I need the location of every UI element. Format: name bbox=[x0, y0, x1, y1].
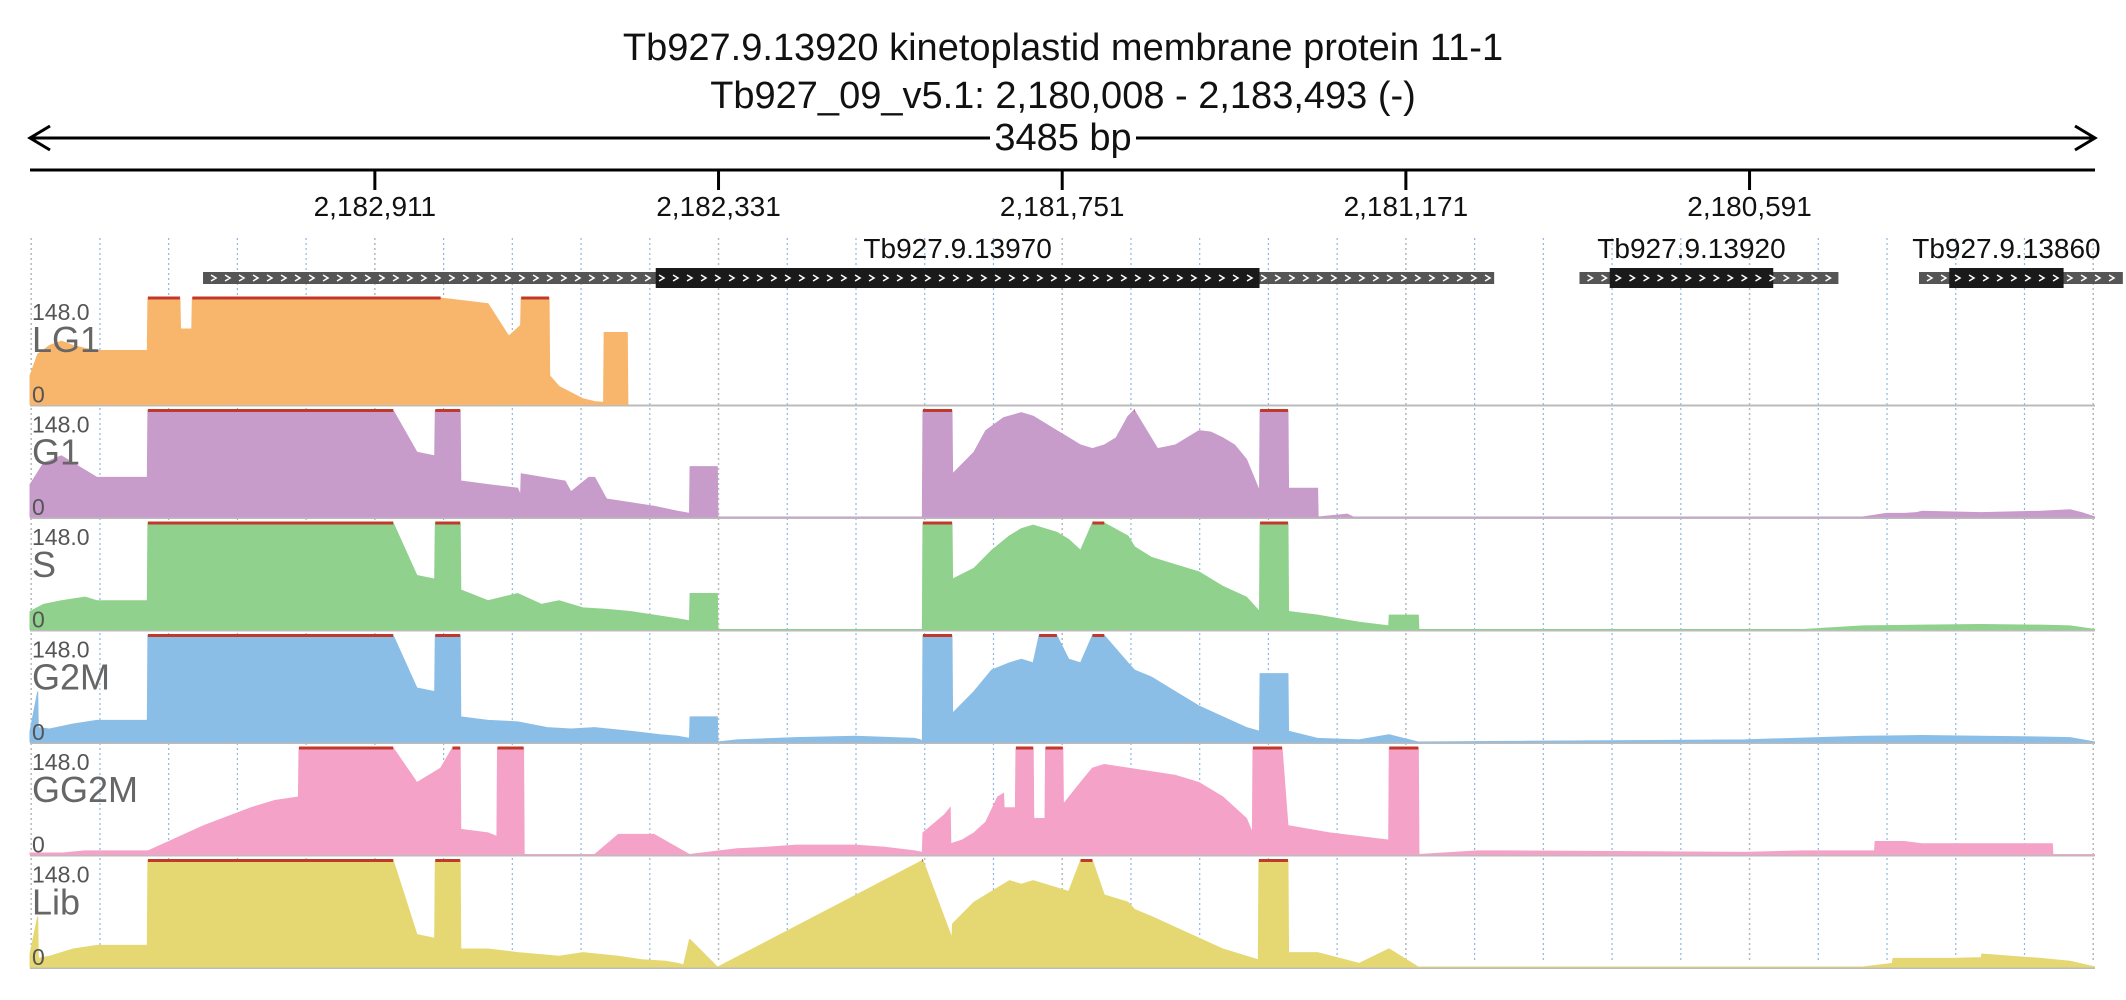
coverage-area bbox=[29, 860, 2096, 968]
gene-label: Tb927.9.13920 bbox=[1597, 233, 1785, 264]
chart-subtitle: Tb927_09_v5.1: 2,180,008 - 2,183,493 (-) bbox=[710, 75, 1416, 117]
y-min-label: 0 bbox=[32, 944, 45, 970]
gene-cds bbox=[1949, 268, 2064, 288]
axis-tick-label: 2,181,171 bbox=[1344, 191, 1469, 222]
chart-title: Tb927.9.13920 kinetoplastid membrane pro… bbox=[623, 27, 1503, 69]
strand-chevron-icon bbox=[1926, 274, 2116, 282]
track-lib: 148.0 0 Lib bbox=[29, 859, 2096, 970]
y-max-label: 148.0 bbox=[32, 412, 90, 438]
track-name: G2M bbox=[32, 657, 110, 698]
y-max-label: 148.0 bbox=[32, 299, 90, 325]
y-min-label: 0 bbox=[32, 607, 45, 633]
span-arrow-right-icon bbox=[2074, 124, 2098, 152]
axis-tick-label: 2,182,911 bbox=[314, 191, 437, 222]
span-ruler: 3485 bp bbox=[27, 117, 2098, 159]
gene-label: Tb927.9.13860 bbox=[1912, 233, 2100, 264]
y-max-label: 148.0 bbox=[32, 749, 90, 775]
axis-tick-label: 2,181,751 bbox=[1000, 191, 1125, 222]
y-max-label: 148.0 bbox=[32, 637, 90, 663]
track-name: Lib bbox=[32, 882, 80, 923]
track-g2m: 148.0 0 G2M bbox=[29, 634, 2096, 745]
coverage-area bbox=[29, 635, 2096, 744]
span-label: 3485 bp bbox=[994, 117, 1131, 159]
track-name: G1 bbox=[32, 432, 80, 473]
gene-track: Tb927.9.13970 Tb927.9.13920 Tb927.9.13860 bbox=[203, 233, 2123, 288]
track-lg1: 148.0 0 LG1 bbox=[29, 296, 2095, 408]
coverage-tracks: 148.00LG1148.00G1148.00S148.00G2M148.00G… bbox=[29, 296, 2096, 970]
strand-chevron-icon bbox=[210, 274, 1492, 282]
axis-tick-label: 2,182,331 bbox=[656, 191, 781, 222]
span-label-bg bbox=[990, 120, 1136, 156]
y-max-label: 148.0 bbox=[32, 524, 90, 550]
coverage-area bbox=[29, 297, 629, 405]
gene-label: Tb927.9.13970 bbox=[863, 233, 1051, 264]
axis-tick-label: 2,180,591 bbox=[1687, 191, 1812, 222]
track-name: LG1 bbox=[32, 319, 100, 360]
y-min-label: 0 bbox=[32, 494, 45, 520]
y-min-label: 0 bbox=[32, 719, 45, 745]
y-min-label: 0 bbox=[32, 832, 45, 858]
track-gg2m: 148.0 0 GG2M bbox=[29, 746, 2095, 858]
y-min-label: 0 bbox=[32, 382, 45, 408]
coverage-area bbox=[29, 522, 2096, 630]
coverage-area bbox=[29, 410, 2096, 518]
coordinate-axis: 2,182,911 2,182,331 2,181,751 2,181,171 2,18… bbox=[30, 168, 2095, 222]
track-name: S bbox=[32, 544, 56, 585]
track-s: 148.0 0 S bbox=[29, 521, 2096, 633]
coverage-area bbox=[29, 747, 2095, 856]
track-g1: 148.0 0 G1 bbox=[29, 409, 2096, 520]
track-name: GG2M bbox=[32, 769, 138, 810]
strand-chevron-icon bbox=[1587, 274, 1832, 282]
span-arrow-left-icon bbox=[27, 124, 51, 152]
y-max-label: 148.0 bbox=[32, 862, 90, 888]
